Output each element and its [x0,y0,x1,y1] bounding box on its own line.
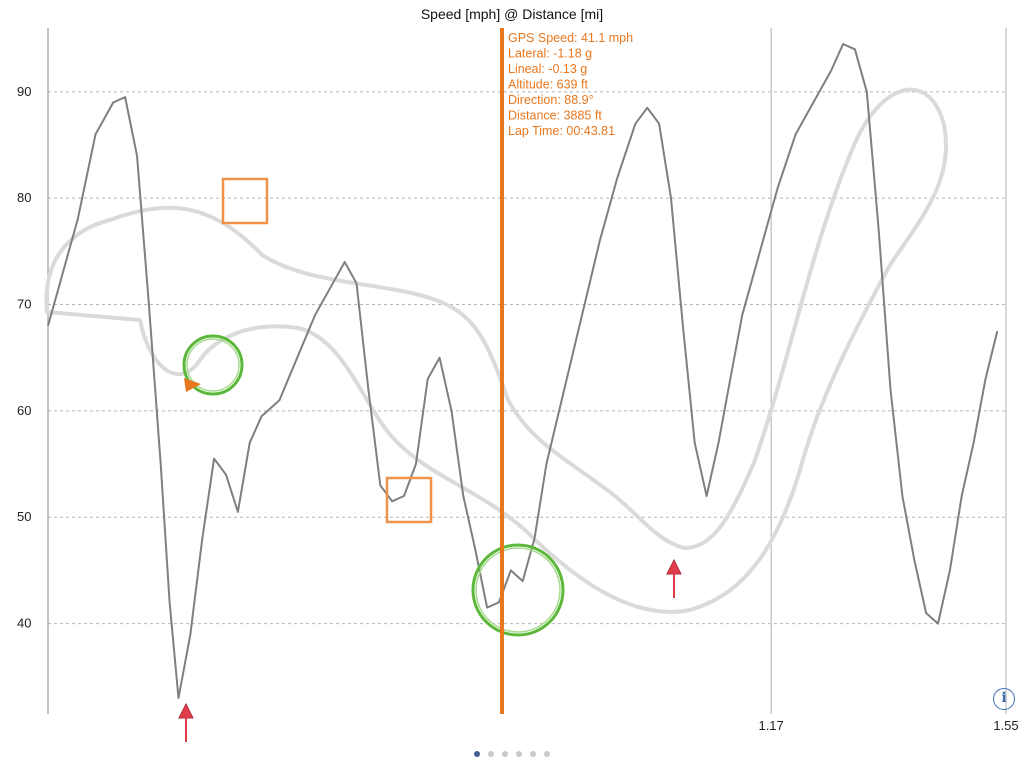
track-map-outline [44,87,948,614]
cursor-readout-line: Direction: 88.9° [508,93,594,107]
page-dot[interactable] [502,751,508,757]
direction-arrow-icon [184,378,201,392]
page-indicator [0,744,1024,762]
cursor[interactable]: GPS Speed: 41.1 mph Lateral: -1.18 gLinea… [500,28,633,714]
y-tick-label: 40 [17,616,31,631]
page-dot[interactable] [544,751,550,757]
cursor-readout-line: Altitude: 639 ft [508,78,588,92]
corner-entry-square [385,476,433,524]
axes: 1.17 1.55 [47,28,1019,733]
cursor-readout-line: Lap Time: 00:43.81 [508,124,615,138]
apex-circle [182,334,244,396]
braking-arrow-icon [666,558,682,598]
page-dot[interactable] [530,751,536,757]
braking-arrow-icon [178,702,194,742]
y-tick-label: 60 [17,403,31,418]
x-tick-label: 1.17 [758,718,783,733]
page-dot[interactable] [516,751,522,757]
apex-circle-inner [186,338,240,392]
page-dot[interactable] [488,751,494,757]
apex-circle-inner [475,547,561,633]
apex-circle [471,543,565,637]
cursor-readout-line: Lateral: -1.18 g [508,47,592,61]
cursor-readout-line: Distance: 3885 ft [508,109,602,123]
speed-series-line [47,43,999,699]
y-tick-label: 90 [17,84,31,99]
corner-entry-square [221,177,269,225]
y-tick-label: 70 [17,297,31,312]
y-tick-label: 80 [17,190,31,205]
cursor-readout-line: Lineal: -0.13 g [508,62,587,76]
x-tick-label: 1.55 [993,718,1018,733]
info-button[interactable]: i [993,688,1015,710]
page-dot[interactable] [474,751,480,757]
y-tick-label: 50 [17,509,31,524]
markers [178,177,682,742]
chart-title: Speed [mph] @ Distance [mi] [420,6,604,22]
grid-lines: 40 50 60 70 80 90 [17,84,1006,631]
cursor-readout-line: GPS Speed: 41.1 mph [508,31,633,45]
